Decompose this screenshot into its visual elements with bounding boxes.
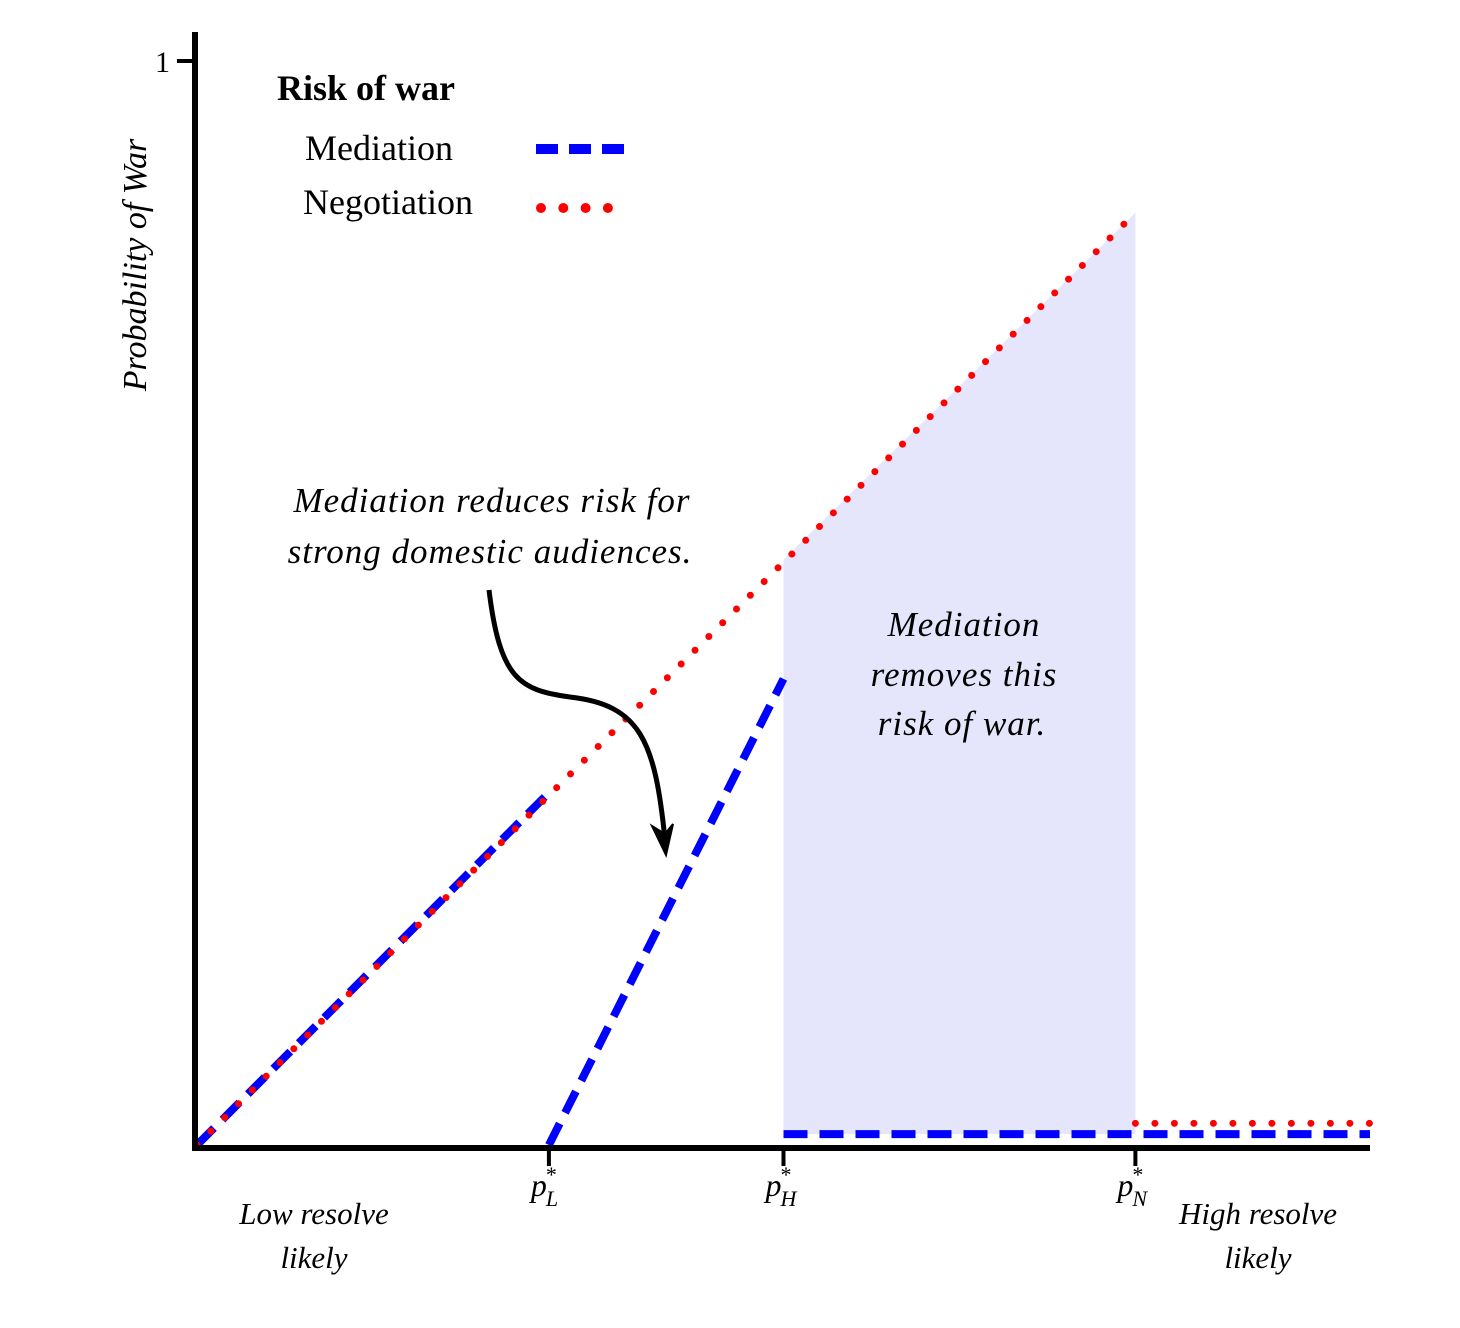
annotation-removes-risk: Mediation removes this risk of war. <box>871 605 1058 743</box>
x-end-label-left-1: Low resolve <box>238 1196 389 1231</box>
x-end-label-right-1: High resolve <box>1178 1196 1337 1231</box>
annotation-reduces-line-1: Mediation reduces risk for <box>292 481 690 520</box>
annotation-arrowhead <box>649 823 674 859</box>
y-tick-label: 1 <box>155 46 170 79</box>
x-ticks-layer: p* L p* H p* N <box>529 1148 1148 1211</box>
x-tick-label-n: p* N <box>1115 1162 1148 1211</box>
x-tick-label-h: p* H <box>764 1162 798 1211</box>
shaded-region <box>783 212 1136 1135</box>
legend-title: Risk of war <box>277 68 455 108</box>
legend: Risk of war Mediation Negotiation <box>277 68 635 222</box>
series-layer <box>193 209 1374 1149</box>
mediation-segment-1 <box>194 789 552 1148</box>
legend-label-negotiation: Negotiation <box>303 182 473 222</box>
shaded-region-layer <box>783 212 1136 1135</box>
y-axis-label: Probability of War <box>117 138 154 392</box>
annotation-removes-line-3: risk of war. <box>878 704 1047 743</box>
mediation-segment-2 <box>545 677 788 1147</box>
annotation-arrow <box>486 589 668 841</box>
annotation-removes-line-2: removes this <box>871 655 1058 694</box>
x-tick-label-l: p* L <box>529 1162 558 1211</box>
annotation-reduces-line-2: strong domestic audiences. <box>288 532 693 571</box>
x-end-label-left-2: likely <box>280 1240 347 1275</box>
x-end-label-right-2: likely <box>1224 1240 1291 1275</box>
negotiation-segment-1 <box>193 209 1139 1149</box>
annotation-removes-line-1: Mediation <box>887 605 1041 644</box>
legend-label-mediation: Mediation <box>305 128 453 168</box>
annotation-reduces-risk: Mediation reduces risk for strong domest… <box>288 481 693 859</box>
